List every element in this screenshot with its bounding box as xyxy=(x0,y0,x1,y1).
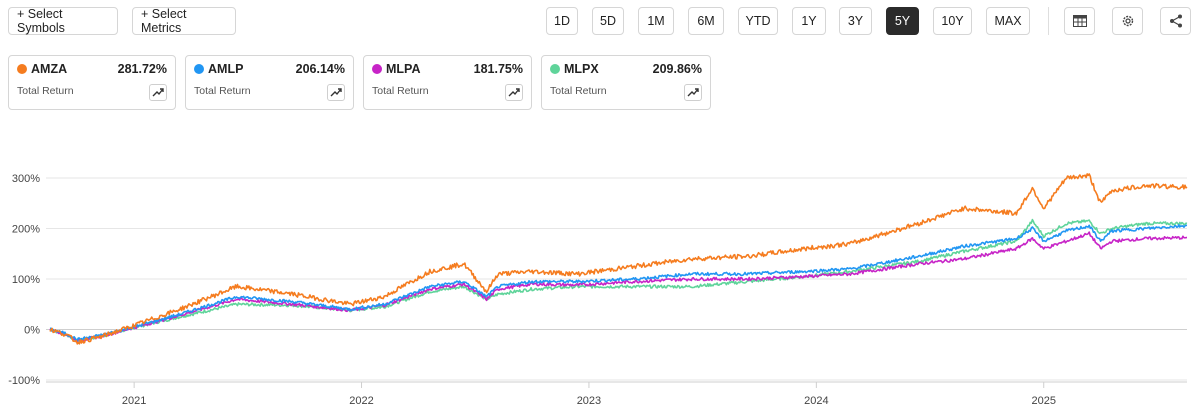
series-line-amza xyxy=(49,173,1188,345)
y-tick-label: 100% xyxy=(12,274,40,286)
range-3y-button[interactable]: 3Y xyxy=(839,7,872,35)
trend-chart-button[interactable] xyxy=(505,84,523,101)
series-color-dot xyxy=(194,64,204,74)
series-line-mlpa xyxy=(49,231,1187,343)
range-10y-button[interactable]: 10Y xyxy=(933,7,972,35)
x-tick-label: 2025 xyxy=(1031,395,1055,407)
series-color-dot xyxy=(17,64,27,74)
range-5y-button[interactable]: 5Y xyxy=(886,7,919,35)
trend-chart-button[interactable] xyxy=(149,84,167,101)
chart-grid xyxy=(46,177,1187,388)
series-color-dot xyxy=(372,64,382,74)
y-tick-label: -100% xyxy=(8,375,40,387)
range-ytd-button[interactable]: YTD xyxy=(738,7,778,35)
y-axis-labels: 300% 200% 100% 0% -100% xyxy=(8,173,40,387)
y-tick-label: 200% xyxy=(12,224,40,236)
series-color-dot xyxy=(550,64,560,74)
symbol-card-mlpx[interactable]: MLPX 209.86% Total Return xyxy=(541,55,711,110)
select-metrics-button[interactable]: + Select Metrics xyxy=(132,7,236,35)
total-return-value: 181.75% xyxy=(473,62,523,76)
range-1m-button[interactable]: 1M xyxy=(638,7,674,35)
trend-chart-button[interactable] xyxy=(327,84,345,101)
select-symbols-button[interactable]: + Select Symbols xyxy=(8,7,118,35)
x-tick-label: 2023 xyxy=(577,395,601,407)
range-max-button[interactable]: MAX xyxy=(986,7,1030,35)
symbol-label: MLPX xyxy=(564,62,599,76)
trend-arrow-icon xyxy=(330,88,342,97)
y-tick-label: 0% xyxy=(24,325,40,337)
x-tick-label: 2021 xyxy=(122,395,146,407)
metric-label: Total Return xyxy=(17,85,74,97)
metric-label: Total Return xyxy=(194,85,251,97)
range-5d-button[interactable]: 5D xyxy=(592,7,624,35)
symbol-label: AMLP xyxy=(208,62,244,76)
symbol-card-amza[interactable]: AMZA 281.72% Total Return xyxy=(8,55,176,110)
range-6m-button[interactable]: 6M xyxy=(688,7,724,35)
trend-arrow-icon xyxy=(687,88,699,97)
table-view-button[interactable] xyxy=(1064,7,1095,35)
x-axis-labels: 2021 2022 2023 2024 2025 xyxy=(122,395,1056,407)
symbol-card-amlp[interactable]: AMLP 206.14% Total Return xyxy=(185,55,354,110)
symbol-label: AMZA xyxy=(31,62,68,76)
total-return-value: 206.14% xyxy=(295,62,345,76)
series-line-amlp xyxy=(49,224,1188,342)
metric-label: Total Return xyxy=(550,85,607,97)
settings-button[interactable] xyxy=(1112,7,1143,35)
total-return-chart[interactable]: 300% 200% 100% 0% -100% 2021 2022 2023 2024 2025 xyxy=(0,120,1199,413)
series-line-mlpx xyxy=(49,218,1188,343)
x-tick-label: 2024 xyxy=(804,395,828,407)
y-tick-label: 300% xyxy=(12,173,40,185)
total-return-value: 209.86% xyxy=(652,62,702,76)
range-1y-button[interactable]: 1Y xyxy=(792,7,826,35)
trend-chart-button[interactable] xyxy=(684,84,702,101)
gear-icon xyxy=(1122,15,1133,27)
share-icon xyxy=(1169,14,1182,28)
table-icon xyxy=(1072,15,1087,27)
total-return-value: 281.72% xyxy=(117,62,167,76)
series-lines xyxy=(49,173,1188,345)
symbol-card-mlpa[interactable]: MLPA 181.75% Total Return xyxy=(363,55,532,110)
share-button[interactable] xyxy=(1160,7,1191,35)
metric-label: Total Return xyxy=(372,85,429,97)
trend-arrow-icon xyxy=(508,88,520,97)
x-tick-label: 2022 xyxy=(349,395,373,407)
symbol-label: MLPA xyxy=(386,62,421,76)
trend-arrow-icon xyxy=(152,88,164,97)
toolbar-divider xyxy=(1048,7,1049,35)
range-1d-button[interactable]: 1D xyxy=(546,7,578,35)
